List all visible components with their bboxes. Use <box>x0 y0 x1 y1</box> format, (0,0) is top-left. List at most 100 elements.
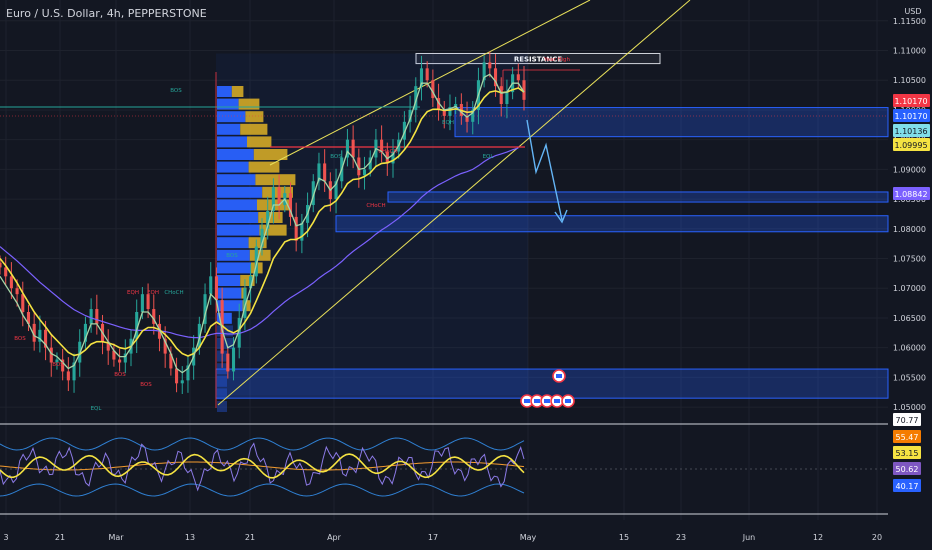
y-tick-label: 1.08000 <box>893 225 926 234</box>
candle-body <box>231 347 236 372</box>
candle-body <box>209 276 213 295</box>
volume-bar-blue <box>217 98 239 110</box>
annotations: BOS BOS BOS BOS BOS BOS BOS EQH EQH EQH EQL EQL CHoC… <box>14 57 570 412</box>
volume-bar-blue <box>217 174 256 186</box>
annotation-label: EQL <box>483 154 495 160</box>
axis-unit-label: USD <box>904 7 921 16</box>
volume-bar-blue <box>217 212 259 223</box>
volume-bar-blue <box>217 275 241 286</box>
candle-body <box>402 121 406 140</box>
y-tick-label: 1.11000 <box>893 47 926 56</box>
candle-body <box>357 157 361 176</box>
annotation-label: CHoCH <box>366 203 385 209</box>
candle-body <box>38 329 42 342</box>
time-axis[interactable]: 3 21 Mar 13 21 Apr 17 May 15 23 Jun 12 20 <box>3 533 882 542</box>
range-box <box>216 53 528 396</box>
candle-body <box>243 288 247 318</box>
x-tick-label: 21 <box>245 533 255 542</box>
rsi-tag-label: 70.77 <box>896 416 919 425</box>
candle-body <box>169 353 173 369</box>
annotation-label: EQH <box>127 290 139 296</box>
candle-body <box>522 80 526 100</box>
candle-body <box>499 86 503 104</box>
candle-body <box>288 193 293 217</box>
candle-body <box>112 350 116 360</box>
price-tag-label: 1.10136 <box>894 127 927 136</box>
y-tick-label: 1.11500 <box>893 17 926 26</box>
candle-body <box>266 210 270 229</box>
ema-fast-line <box>0 73 525 374</box>
x-tick-label: 20 <box>872 533 882 542</box>
price-tag-label: 1.09995 <box>894 141 927 150</box>
x-tick-label: Apr <box>327 533 342 542</box>
annotation-label: EQH <box>147 290 159 296</box>
x-tick-label: Mar <box>108 533 124 542</box>
candle-body <box>83 323 87 342</box>
candle-body <box>49 347 53 363</box>
chart-title: Euro / U.S. Dollar, 4h, PEPPERSTONE <box>6 7 207 20</box>
candle-body <box>351 139 355 158</box>
annotation-label: BOS <box>226 253 238 259</box>
x-tick-label: May <box>520 533 537 542</box>
volume-bar-yellow <box>248 237 267 249</box>
rsi-tag <box>893 446 921 459</box>
candle-body <box>323 163 327 182</box>
event-flag-stripe <box>524 399 530 403</box>
forecast-arrowhead <box>554 209 568 224</box>
rsi-tag <box>893 413 921 426</box>
candle-body <box>471 109 475 122</box>
candle-body <box>44 329 48 348</box>
price-tag-label: 1.10170 <box>894 112 927 121</box>
volume-bar-yellow <box>242 300 251 312</box>
volume-bar-yellow <box>240 123 268 135</box>
y-tick-label: 1.07000 <box>893 284 926 293</box>
volume-bar-yellow <box>249 249 271 261</box>
candle-body <box>465 115 469 122</box>
volume-bar-blue <box>217 224 260 236</box>
candle-body <box>408 109 412 122</box>
candle-body <box>505 92 509 104</box>
candle-body <box>488 62 492 69</box>
candle-body <box>118 359 122 363</box>
x-tick-label: 3 <box>3 533 8 542</box>
volume-bar-blue <box>217 123 241 135</box>
volume-bar-blue <box>217 237 249 249</box>
candle-body <box>66 371 70 381</box>
candle-body <box>226 353 230 372</box>
candle-body <box>300 222 304 241</box>
price-tag <box>893 138 930 151</box>
candle-body <box>61 359 65 372</box>
volume-bar-blue <box>217 111 246 123</box>
candle-body <box>123 353 127 363</box>
candle-body <box>72 362 76 381</box>
price-tag <box>893 109 930 122</box>
candle-body <box>345 139 349 158</box>
candle-body <box>249 276 253 289</box>
candle-body <box>135 312 139 339</box>
volume-bar-blue <box>217 338 235 349</box>
y-tick-label: 1.09000 <box>893 165 926 174</box>
candle-body <box>140 294 144 312</box>
candle-body <box>334 181 338 200</box>
y-tick-label: 1.05500 <box>893 373 926 382</box>
rsi-band-upper <box>0 437 525 451</box>
candle-body <box>317 163 321 182</box>
candle-body <box>311 181 315 206</box>
candle-body <box>368 157 372 170</box>
candle-body <box>482 62 486 81</box>
annotation-label: BOS <box>170 88 182 94</box>
price-axis[interactable]: USD1.115001.110001.105001.100001.095001.… <box>893 7 930 492</box>
volume-bar-blue <box>217 325 233 337</box>
y-tick-label: 1.05000 <box>893 403 926 412</box>
rsi-line <box>0 442 525 492</box>
candle-body <box>516 74 520 81</box>
candle-body <box>203 294 207 324</box>
rsi-ma-line <box>0 453 525 479</box>
candle-body <box>271 187 275 211</box>
channel-upper <box>269 0 591 166</box>
candle-body <box>380 139 384 152</box>
rsi-band-lower <box>0 483 525 497</box>
annotation-label: EQH <box>442 120 454 126</box>
candle-body <box>152 309 156 324</box>
